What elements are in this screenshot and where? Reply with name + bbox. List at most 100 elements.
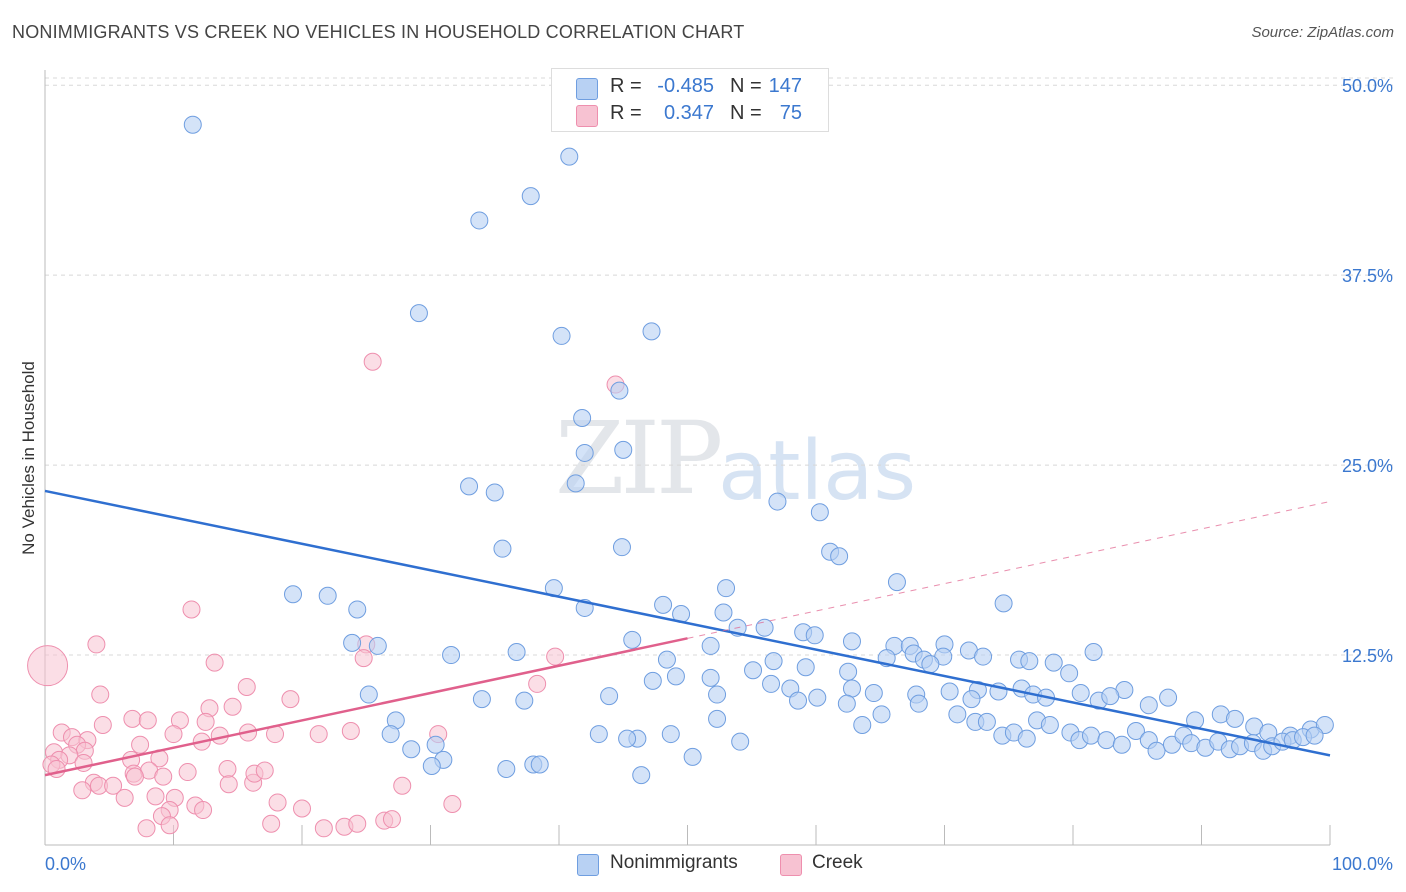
nonimmigrants-point	[853, 715, 872, 734]
creek-point	[393, 776, 412, 795]
nonimmigrants-point	[708, 685, 727, 704]
legend-row-nonimmigrants: R = -0.485 N = 147	[552, 75, 828, 101]
nonimmigrants-point	[426, 735, 445, 754]
creek-point	[138, 711, 157, 730]
legend-row-creek: R = 0.347 N = 75	[552, 102, 828, 128]
nonimmigrants-point	[762, 674, 781, 693]
creek-point	[443, 794, 462, 813]
legend-swatch-pink	[576, 105, 598, 127]
axes	[44, 70, 1331, 846]
nonimmigrants-point	[864, 684, 883, 703]
nonimmigrants-point	[368, 636, 387, 655]
nonimmigrants-point	[708, 709, 727, 728]
nonimmigrants-point	[343, 633, 362, 652]
creek-point	[115, 788, 134, 807]
nonimmigrants-point	[318, 586, 337, 605]
nonimmigrants-point	[666, 667, 685, 686]
creek-point	[123, 709, 142, 728]
nonimmigrants-point	[1126, 722, 1145, 741]
creek-point	[73, 781, 92, 800]
nonimmigrants-point	[839, 662, 858, 681]
legend-swatch-blue	[576, 78, 598, 100]
y-tick-label: 12.5%	[1342, 646, 1393, 666]
nonimmigrants-point	[623, 630, 642, 649]
nonimmigrants-point	[422, 756, 441, 775]
creek-point	[27, 645, 69, 687]
nonimmigrants-point	[610, 381, 629, 400]
creek-point	[146, 787, 165, 806]
legend-n-label: N =	[730, 75, 762, 97]
nonimmigrants-point	[402, 740, 421, 759]
nonimmigrants-point	[618, 729, 637, 748]
nonimmigrants-point	[731, 732, 750, 751]
creek-point	[218, 760, 237, 779]
creek-point	[91, 685, 110, 704]
nonimmigrants-point	[359, 685, 378, 704]
legend-n-label: N =	[730, 102, 762, 124]
nonimmigrants-point	[1159, 688, 1178, 707]
nonimmigrants-point	[1020, 652, 1039, 671]
nonimmigrants-point	[460, 477, 479, 496]
legend-label-nonimmigrants: Nonimmigrants	[610, 852, 738, 873]
creek-point	[348, 814, 367, 833]
nonimmigrants-point	[768, 492, 787, 511]
nonimmigrants-point	[521, 187, 540, 206]
nonimmigrants-point	[842, 632, 861, 651]
nonimmigrants-point	[1147, 741, 1166, 760]
creek-point	[268, 793, 287, 812]
legend-n-value: 147	[768, 75, 802, 97]
nonimmigrants-point	[566, 474, 585, 493]
nonimmigrants-point	[842, 679, 861, 698]
creek-trend-line	[44, 637, 688, 777]
nonimmigrants-point	[573, 408, 592, 427]
nonimmigrants-point	[744, 661, 763, 680]
nonimmigrants-point	[1060, 664, 1079, 683]
creek-point	[293, 799, 311, 818]
nonimmigrants-point	[1139, 696, 1158, 715]
nonimmigrants-point	[575, 443, 594, 462]
creek-point	[104, 776, 123, 795]
nonimmigrants-point	[977, 712, 996, 731]
nonimmigrants-point	[805, 626, 824, 645]
nonimmigrants-point	[909, 694, 928, 713]
nonimmigrants-point	[808, 688, 827, 707]
nonimmigrants-point	[764, 652, 783, 671]
nonimmigrants-point	[507, 643, 526, 662]
series-legend: Nonimmigrants Creek	[0, 852, 1406, 878]
nonimmigrants-point	[654, 595, 673, 614]
creek-point	[363, 352, 382, 371]
nonimmigrants-point	[1097, 731, 1116, 750]
creek-point	[382, 810, 401, 829]
legend-swatch-nonimmigrants	[577, 854, 599, 876]
nonimmigrants-point	[472, 690, 491, 709]
creek-point	[528, 674, 547, 693]
creek-point	[546, 647, 565, 666]
nonimmigrants-point	[442, 646, 461, 665]
nonimmigrants-point	[887, 573, 906, 592]
nonimmigrants-point	[530, 755, 549, 774]
legend-r-label: R =	[610, 75, 642, 97]
nonimmigrants-point	[642, 322, 661, 341]
nonimmigrants-point	[515, 691, 534, 710]
nonimmigrants-point	[948, 705, 967, 724]
correlation-legend: R = -0.485 N = 147 R = 0.347 N = 75	[551, 68, 829, 132]
nonimmigrants-point	[470, 211, 489, 230]
nonimmigrants-point	[974, 647, 993, 666]
nonimmigrants-point	[643, 671, 662, 690]
x-tick-label: 100.0%	[1332, 854, 1393, 874]
legend-r-label: R =	[610, 102, 642, 124]
nonimmigrants-point	[1112, 735, 1131, 754]
creek-point	[354, 649, 373, 668]
nonimmigrants-point	[683, 747, 702, 766]
nonimmigrants-point	[485, 483, 504, 502]
legend-r-value: -0.485	[657, 75, 714, 97]
creek-point	[160, 816, 179, 835]
creek-point	[125, 767, 144, 786]
nonimmigrants-point	[994, 594, 1013, 613]
nonimmigrants-point	[921, 655, 940, 674]
nonimmigrants-point	[632, 766, 651, 785]
creek-point	[137, 819, 156, 838]
creek-point	[196, 712, 215, 731]
nonimmigrants-point	[714, 603, 733, 622]
